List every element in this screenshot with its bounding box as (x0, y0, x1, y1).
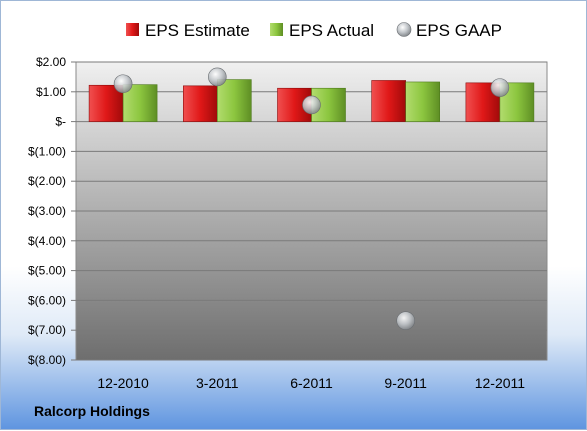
y-tick-label: $(8.00) (28, 353, 66, 367)
legend-label: EPS Actual (289, 21, 374, 40)
bar-eps-estimate (88, 84, 124, 122)
legend-swatch-actual (270, 23, 283, 36)
y-tick-label: $(4.00) (28, 234, 66, 248)
y-tick-label: $1.00 (36, 85, 66, 99)
bar-eps-actual (405, 81, 441, 122)
x-tick-label: 12-2011 (475, 375, 526, 391)
legend: EPS Estimate EPS Actual EPS GAAP (126, 21, 502, 40)
y-tick-label: $- (55, 115, 66, 129)
bar-eps-estimate (183, 85, 218, 122)
point-eps-gaap (490, 78, 510, 97)
x-tick-label: 12-2010 (97, 375, 149, 391)
x-axis-ticks: 12-2010 3-2011 6-2011 9-2011 12-2011 (97, 375, 525, 391)
gaap-points-group (113, 67, 510, 330)
legend-label: EPS Estimate (145, 21, 250, 40)
y-tick-label: $(6.00) (28, 293, 66, 307)
y-tick-label: $(5.00) (28, 264, 66, 278)
bar-eps-actual (217, 79, 252, 122)
y-tick-label: $(3.00) (28, 204, 66, 218)
point-eps-gaap (113, 74, 133, 94)
x-tick-label: 6-2011 (290, 375, 333, 391)
y-tick-label: $2.00 (36, 55, 66, 69)
legend-label: EPS GAAP (416, 21, 502, 40)
point-eps-gaap (396, 311, 416, 330)
point-eps-gaap (302, 95, 321, 115)
y-tick-label: $(2.00) (28, 174, 66, 188)
x-tick-label: 3-2011 (196, 375, 239, 391)
y-axis-ticks: $2.00 $1.00 $- $(1.00) $(2.00) $(3.00) $(4.00)… (28, 55, 76, 367)
legend-swatch-estimate (126, 23, 139, 36)
x-tick-label: 9-2011 (384, 375, 427, 391)
bars-group (88, 79, 535, 122)
y-tick-label: $(1.00) (28, 144, 66, 158)
legend-swatch-gaap (396, 22, 412, 37)
bar-eps-estimate (371, 80, 407, 122)
y-tick-label: $(7.00) (28, 323, 66, 337)
company-label: Ralcorp Holdings (34, 403, 150, 419)
point-eps-gaap (208, 67, 227, 87)
